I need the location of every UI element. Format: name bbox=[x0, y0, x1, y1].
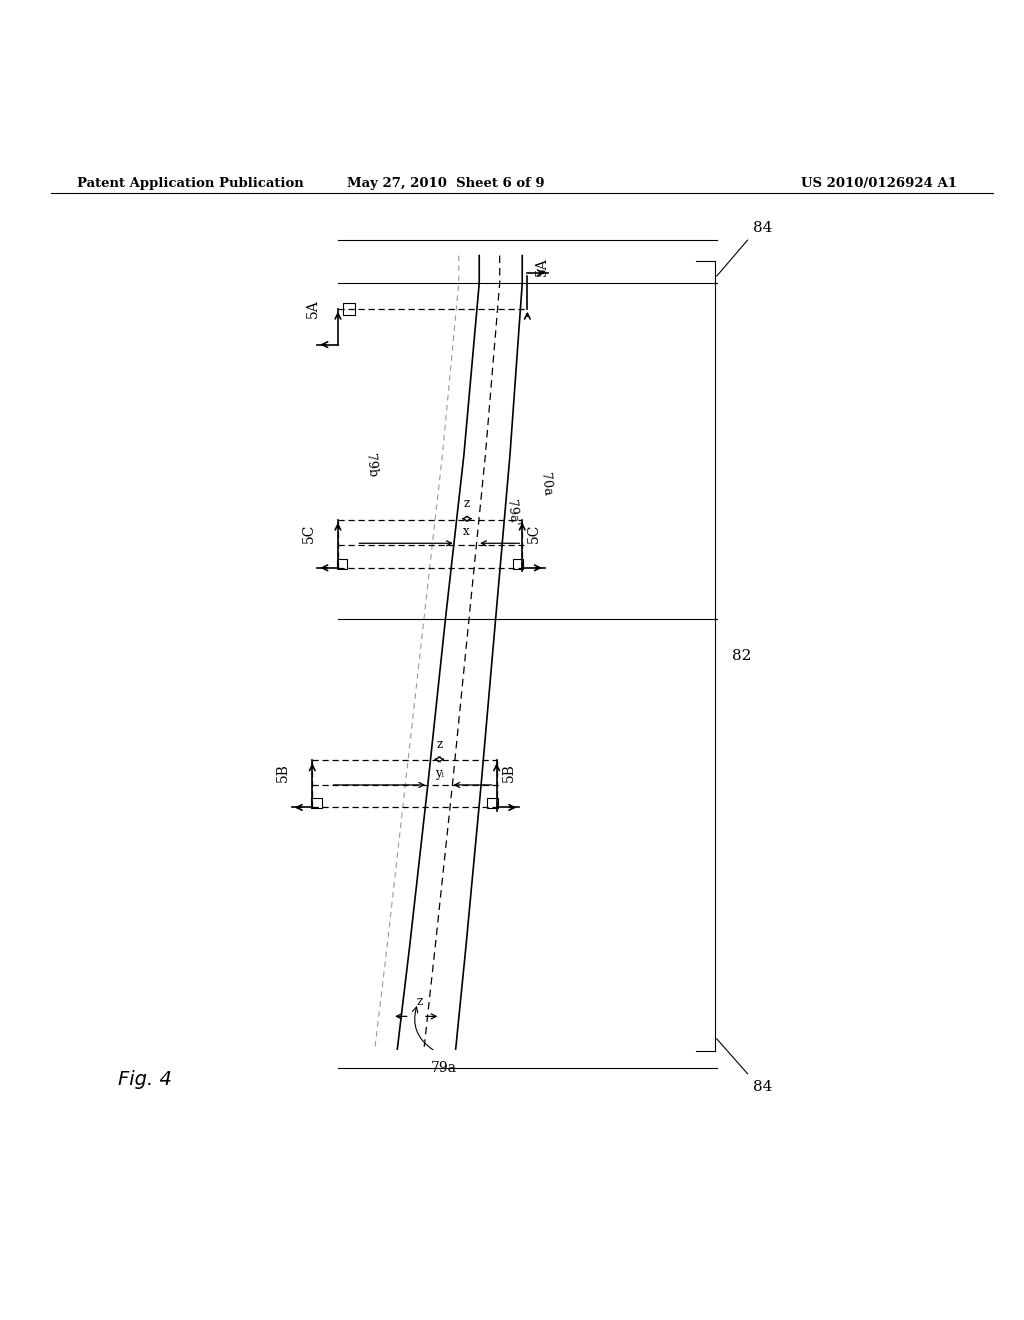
Text: 84: 84 bbox=[753, 220, 772, 235]
Text: Patent Application Publication: Patent Application Publication bbox=[77, 177, 303, 190]
Text: US 2010/0126924 A1: US 2010/0126924 A1 bbox=[802, 177, 957, 190]
Text: Fig. 4: Fig. 4 bbox=[118, 1071, 172, 1089]
Bar bbox=[337, 558, 347, 569]
Bar bbox=[487, 799, 498, 808]
Text: 5C: 5C bbox=[527, 523, 542, 543]
Text: 79b: 79b bbox=[362, 453, 379, 478]
Text: 84: 84 bbox=[753, 1080, 772, 1094]
Text: May 27, 2010  Sheet 6 of 9: May 27, 2010 Sheet 6 of 9 bbox=[347, 177, 544, 190]
Text: z: z bbox=[464, 498, 470, 511]
Text: 70a: 70a bbox=[538, 471, 553, 496]
Text: 79a': 79a' bbox=[504, 499, 520, 527]
Bar bbox=[311, 799, 322, 808]
Text: x: x bbox=[463, 525, 470, 539]
Text: z: z bbox=[417, 995, 423, 1008]
Text: 5B: 5B bbox=[502, 763, 516, 781]
Bar bbox=[343, 302, 355, 315]
Text: 79a: 79a bbox=[430, 1061, 457, 1076]
Text: 5C: 5C bbox=[301, 523, 315, 543]
Text: yᵢ: yᵢ bbox=[435, 767, 443, 780]
Text: z: z bbox=[436, 738, 442, 751]
Text: 82: 82 bbox=[732, 649, 752, 663]
Text: 5B: 5B bbox=[275, 763, 290, 781]
Text: 5A: 5A bbox=[305, 300, 319, 318]
Text: 5A: 5A bbox=[535, 257, 549, 276]
Bar bbox=[513, 558, 523, 569]
